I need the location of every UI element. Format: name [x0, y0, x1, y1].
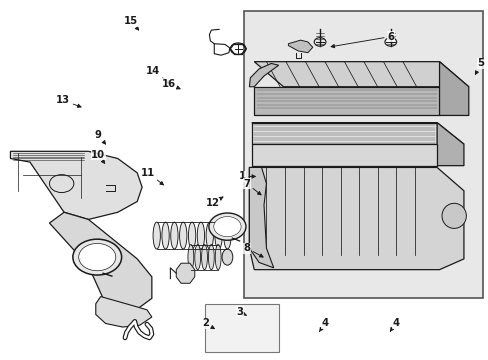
Ellipse shape: [162, 222, 169, 249]
Text: 9: 9: [95, 130, 105, 144]
Polygon shape: [254, 62, 468, 87]
Text: 8: 8: [243, 243, 263, 257]
Polygon shape: [249, 167, 463, 270]
Polygon shape: [249, 63, 278, 87]
Polygon shape: [251, 144, 436, 166]
Circle shape: [213, 217, 241, 237]
Circle shape: [79, 243, 116, 271]
Ellipse shape: [222, 249, 232, 265]
Ellipse shape: [197, 222, 204, 249]
Text: 2: 2: [202, 319, 214, 329]
Circle shape: [73, 239, 122, 275]
Text: 16: 16: [162, 79, 180, 89]
Polygon shape: [439, 62, 468, 116]
Polygon shape: [249, 167, 273, 268]
Ellipse shape: [201, 244, 207, 270]
Bar: [205, 304, 278, 352]
Text: 1: 1: [238, 171, 255, 181]
Polygon shape: [176, 263, 194, 283]
Text: 4: 4: [319, 319, 328, 331]
Ellipse shape: [179, 222, 186, 249]
Ellipse shape: [170, 222, 178, 249]
Text: 5: 5: [474, 58, 484, 75]
Text: 6: 6: [330, 32, 393, 48]
Text: 12: 12: [205, 197, 223, 208]
Ellipse shape: [215, 244, 221, 270]
Text: 11: 11: [141, 168, 163, 185]
Polygon shape: [96, 297, 152, 327]
Polygon shape: [251, 123, 436, 144]
Polygon shape: [10, 151, 142, 220]
Text: 4: 4: [389, 319, 398, 331]
Ellipse shape: [224, 222, 231, 249]
Polygon shape: [49, 212, 152, 309]
Ellipse shape: [187, 244, 193, 270]
Text: 3: 3: [236, 307, 246, 317]
Ellipse shape: [208, 244, 214, 270]
Polygon shape: [251, 123, 463, 144]
Ellipse shape: [188, 222, 195, 249]
Text: 7: 7: [243, 179, 261, 195]
Polygon shape: [254, 87, 439, 116]
Circle shape: [208, 213, 245, 240]
Ellipse shape: [153, 222, 160, 249]
Ellipse shape: [194, 244, 200, 270]
Polygon shape: [436, 123, 463, 166]
Polygon shape: [288, 40, 312, 53]
Ellipse shape: [205, 222, 213, 249]
Text: 15: 15: [124, 17, 139, 30]
Text: 14: 14: [145, 66, 170, 84]
Bar: [244, 12, 483, 298]
Ellipse shape: [441, 203, 466, 228]
Text: 10: 10: [91, 150, 105, 163]
Text: 13: 13: [56, 95, 81, 107]
Ellipse shape: [215, 222, 222, 249]
